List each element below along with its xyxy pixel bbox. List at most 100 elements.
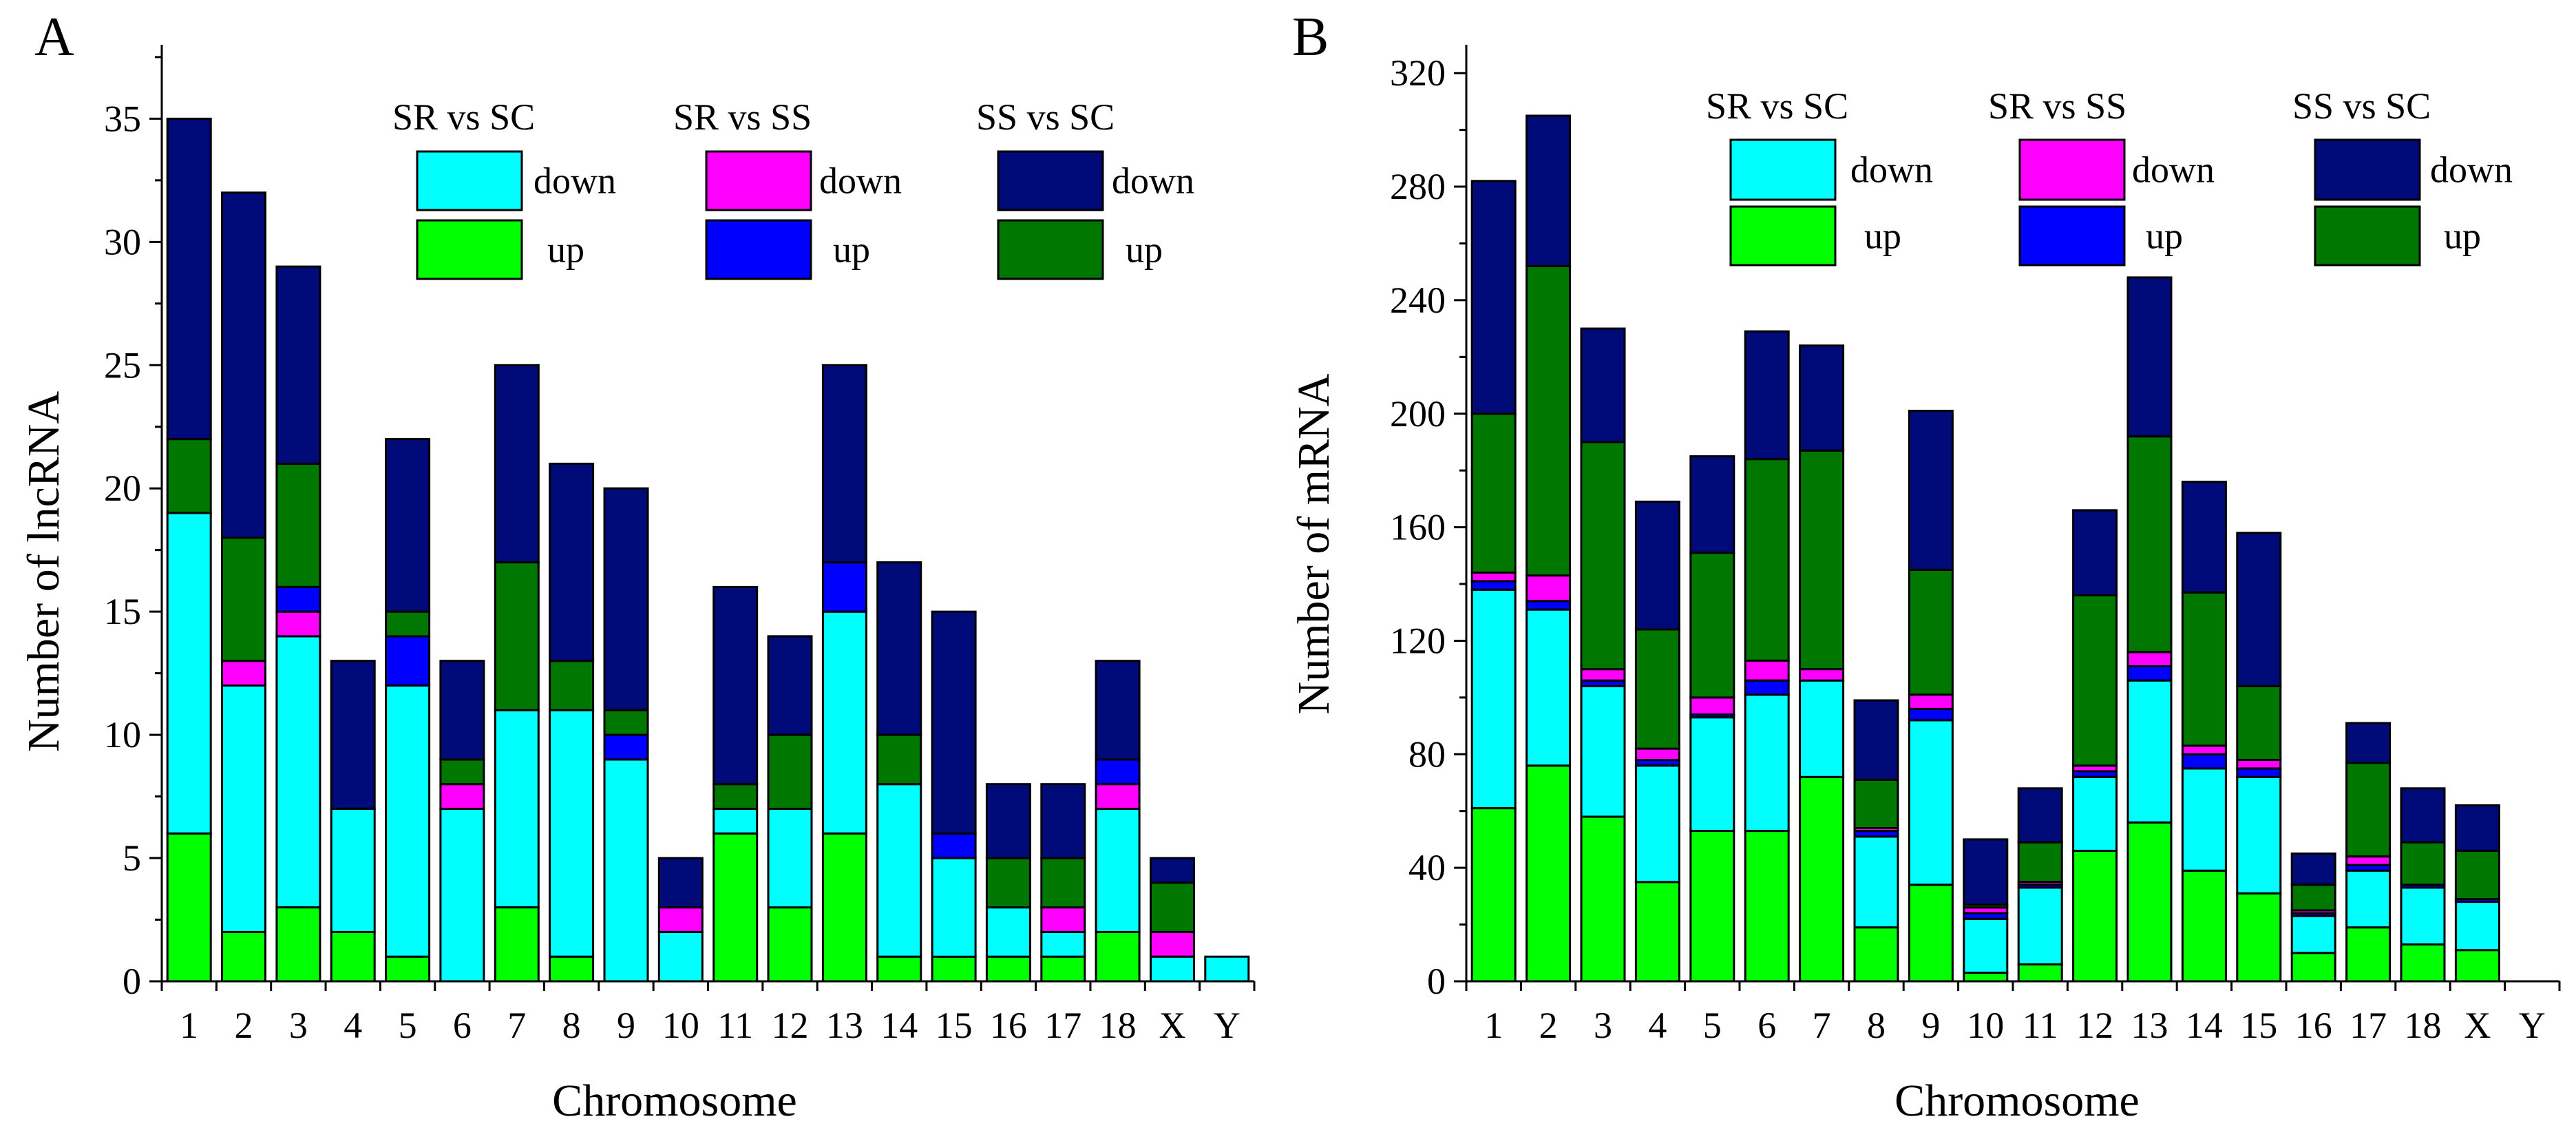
bar-segment: [1040, 955, 1086, 983]
y-tick-label: 10: [104, 714, 141, 755]
bar-segment: [1799, 668, 1845, 682]
bar-segment: [2072, 594, 2118, 767]
bar-segment: [876, 783, 922, 958]
x-tick-label: 11: [717, 1005, 753, 1046]
bar-segment: [2454, 901, 2500, 952]
bar-segment: [1525, 574, 1572, 603]
bar-segment: [2126, 651, 2173, 668]
bar-segment: [2126, 276, 2173, 438]
bar-segment: [2181, 591, 2227, 747]
x-tick-label: 17: [1044, 1005, 1081, 1046]
bar-segment: [549, 709, 595, 958]
y-axis-title: Number of mRNA: [1289, 373, 1339, 714]
bar-segment: [2126, 679, 2173, 824]
x-tick-label: 6: [1757, 1005, 1776, 1046]
bar-segment: [1634, 747, 1680, 762]
bar-segment: [2017, 841, 2063, 884]
bar-segment: [1799, 344, 1845, 452]
bar-segment: [221, 660, 266, 687]
bar-segment: [1963, 917, 2009, 974]
x-axis-title: Chromosome: [552, 1076, 797, 1126]
x-tick-label: 10: [662, 1005, 699, 1046]
bar-segment: [275, 610, 321, 638]
legend-entry-label: down: [534, 160, 616, 202]
bar-segment: [767, 733, 813, 810]
bar-segment: [931, 832, 977, 859]
bar-segment: [166, 117, 212, 441]
bar-segment: [1689, 696, 1735, 716]
bar-segment: [931, 955, 977, 983]
x-tick-label: 17: [2350, 1005, 2387, 1046]
bar-segment: [1525, 764, 1572, 983]
legend-swatch: [997, 150, 1104, 211]
x-tick-label: 3: [289, 1005, 308, 1046]
legend-entry-label: up: [547, 229, 584, 271]
legend-group-title: SR vs SC: [392, 96, 535, 138]
bar-segment: [1744, 679, 1790, 696]
legend-swatch: [997, 219, 1104, 280]
bar-segment: [1580, 668, 1626, 682]
legend-swatch: [2314, 205, 2421, 267]
bar-segment: [1470, 580, 1517, 591]
y-tick-label: 200: [1390, 393, 1446, 435]
bar-segment: [1525, 265, 1572, 577]
bar-segment: [2400, 787, 2446, 844]
legend-entry-label: down: [1112, 160, 1194, 202]
bar-segment: [2181, 744, 2227, 755]
x-tick-label: 14: [880, 1005, 918, 1046]
bar-segment: [1634, 628, 1680, 750]
bar-segment: [985, 906, 1031, 958]
x-tick-label: Y: [1214, 1005, 1241, 1046]
bar-segment: [221, 191, 266, 539]
bar-segment: [767, 808, 813, 909]
bar-segment: [1908, 568, 1954, 696]
legend-swatch: [705, 150, 812, 211]
bar-segment: [2236, 759, 2282, 770]
panel-label: B: [1292, 7, 1329, 67]
bar-segment: [1095, 758, 1141, 786]
x-tick-label: 15: [936, 1005, 973, 1046]
bar-segment: [1150, 881, 1195, 933]
bar-segment: [385, 610, 431, 638]
bar-segment: [1908, 719, 1954, 886]
legend-group-title: SR vs SS: [1988, 85, 2126, 127]
bar-segment: [767, 635, 813, 736]
legend-swatch: [416, 219, 523, 280]
legend-group-title: SS vs SC: [976, 96, 1115, 138]
bar-segment: [221, 930, 266, 983]
bar-segment: [2290, 915, 2336, 954]
bar-segment: [549, 462, 595, 662]
y-tick-label: 20: [104, 468, 141, 509]
bar-segment: [439, 660, 485, 761]
bar-segment: [1799, 775, 1845, 983]
bar-segment: [1470, 588, 1517, 810]
x-tick-label: Y: [2519, 1005, 2546, 1046]
bar-segment: [1040, 857, 1086, 909]
bar-segment: [712, 585, 759, 786]
bar-segment: [2236, 685, 2282, 762]
bar-segment: [275, 585, 321, 613]
x-tick-label: 15: [2240, 1005, 2277, 1046]
legend-entry-label: up: [2444, 216, 2481, 257]
bar-segment: [1580, 327, 1626, 443]
legend-swatch: [705, 219, 812, 280]
legend-swatch: [2018, 205, 2126, 267]
bar-segment: [1580, 815, 1626, 983]
bar-segment: [876, 733, 922, 786]
bar-segment: [2290, 952, 2336, 983]
bar-segment: [2072, 849, 2118, 983]
bar-segment: [1853, 926, 1899, 983]
bar-segment: [821, 832, 867, 983]
bar-segment: [1525, 114, 1572, 267]
bar-segment: [1040, 783, 1086, 859]
legend-group-title: SR vs SS: [673, 96, 812, 138]
bar-segment: [1799, 449, 1845, 671]
bar-segment: [1744, 830, 1790, 983]
bar-segment: [2236, 775, 2282, 895]
x-tick-label: 13: [2131, 1005, 2168, 1046]
bar-segment: [1689, 716, 1735, 832]
bar-segment: [549, 660, 595, 711]
bar-segment: [1150, 955, 1195, 983]
x-tick-label: 8: [1867, 1005, 1886, 1046]
